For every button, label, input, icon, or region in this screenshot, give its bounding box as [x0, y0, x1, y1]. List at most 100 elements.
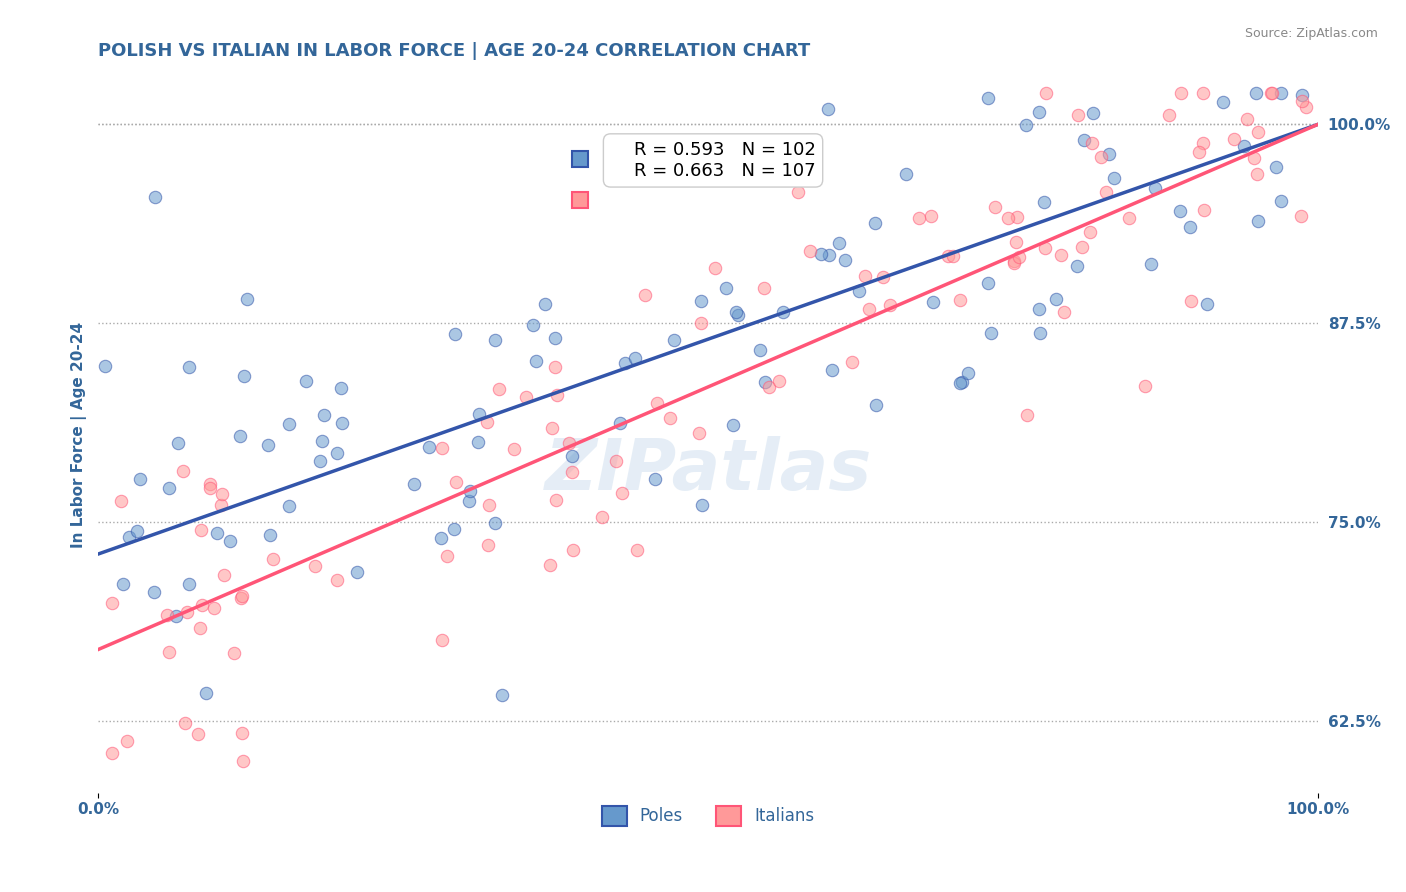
Point: [817, 247, 839, 261]
Point: [768, 374, 790, 388]
Point: [688, 426, 710, 441]
Point: [942, 249, 965, 263]
Point: [544, 493, 567, 508]
Point: [1244, 86, 1267, 100]
Point: [157, 481, 180, 495]
Point: [1053, 304, 1076, 318]
Point: [896, 167, 918, 181]
Point: [436, 549, 458, 563]
Point: [142, 585, 165, 599]
Point: [156, 608, 179, 623]
Point: [187, 727, 209, 741]
Point: [326, 446, 349, 460]
Point: [262, 552, 284, 566]
Point: [1118, 211, 1140, 225]
Point: [980, 326, 1002, 341]
Point: [544, 331, 567, 345]
Point: [1289, 209, 1312, 223]
Point: [236, 292, 259, 306]
Legend: Poles, Italians: Poles, Italians: [593, 797, 823, 834]
Point: [828, 235, 851, 250]
Point: [1033, 241, 1056, 255]
Point: [484, 516, 506, 531]
Point: [166, 435, 188, 450]
Point: [277, 500, 299, 514]
Point: [858, 301, 880, 316]
Point: [561, 465, 583, 479]
Point: [1192, 202, 1215, 217]
Point: [430, 632, 453, 647]
Point: [1050, 248, 1073, 262]
Point: [228, 429, 250, 443]
Point: [172, 464, 194, 478]
Point: [614, 356, 637, 370]
Point: [1178, 219, 1201, 234]
Point: [524, 354, 547, 368]
Point: [311, 434, 333, 449]
Point: [443, 522, 465, 536]
Point: [1005, 210, 1028, 224]
Point: [690, 316, 713, 330]
Point: [703, 261, 725, 276]
Point: [1135, 379, 1157, 393]
Point: [115, 733, 138, 747]
Y-axis label: In Labor Force | Age 20-24: In Labor Force | Age 20-24: [72, 321, 87, 548]
Point: [865, 398, 887, 412]
Point: [330, 416, 353, 430]
Point: [1035, 86, 1057, 100]
Point: [1080, 136, 1102, 150]
Point: [231, 589, 253, 603]
Point: [312, 408, 335, 422]
Point: [233, 369, 256, 384]
Point: [855, 268, 877, 283]
Point: [752, 281, 775, 295]
Point: [198, 481, 221, 495]
Point: [721, 417, 744, 432]
Point: [541, 421, 564, 435]
Point: [834, 252, 856, 267]
Point: [195, 686, 218, 700]
Point: [1005, 235, 1028, 249]
Point: [714, 281, 737, 295]
Point: [212, 568, 235, 582]
Point: [100, 596, 122, 610]
Point: [561, 450, 583, 464]
Point: [1270, 86, 1292, 100]
Point: [605, 454, 627, 468]
Point: [188, 621, 211, 635]
Point: [949, 293, 972, 307]
Point: [664, 333, 686, 347]
Point: [538, 558, 561, 572]
Point: [591, 509, 613, 524]
Point: [1098, 146, 1121, 161]
Point: [430, 531, 453, 545]
Point: [304, 559, 326, 574]
Point: [478, 498, 501, 512]
Point: [977, 90, 1000, 104]
Point: [863, 216, 886, 230]
Point: [211, 487, 233, 501]
Point: [659, 411, 682, 425]
Point: [222, 646, 245, 660]
Point: [610, 486, 633, 500]
Point: [1212, 95, 1234, 110]
Point: [879, 298, 901, 312]
Point: [799, 244, 821, 259]
Point: [1197, 297, 1219, 311]
Point: [936, 249, 959, 263]
Point: [558, 435, 581, 450]
Point: [626, 542, 648, 557]
Point: [810, 247, 832, 261]
Point: [1260, 86, 1282, 100]
Point: [1140, 257, 1163, 271]
Point: [257, 438, 280, 452]
Point: [402, 477, 425, 491]
Point: [1002, 253, 1025, 268]
Point: [198, 476, 221, 491]
Point: [191, 599, 214, 613]
Point: [1078, 225, 1101, 239]
Point: [484, 333, 506, 347]
Point: [689, 294, 711, 309]
Point: [1170, 86, 1192, 100]
Point: [467, 435, 489, 450]
